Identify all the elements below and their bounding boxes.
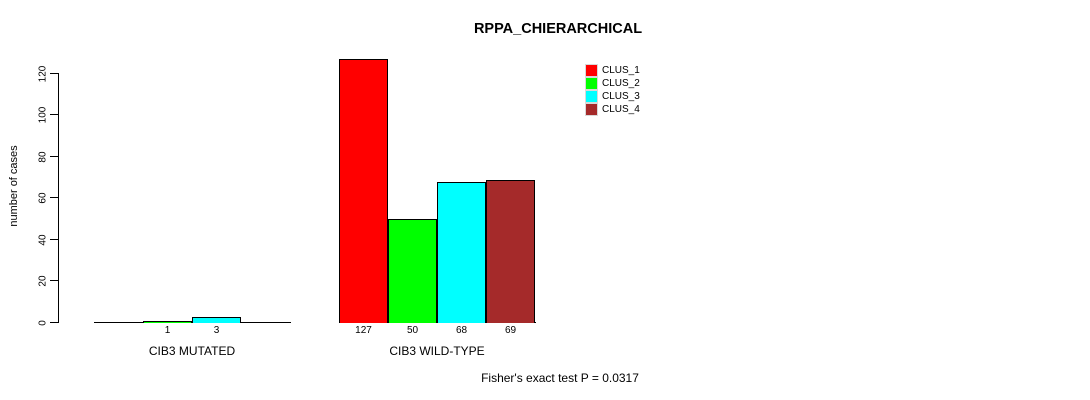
y-tick-label: 120 [37,65,49,82]
legend-item: CLUS_4 [585,103,640,116]
legend-color-swatch [585,103,598,116]
y-tick [50,156,58,157]
y-tick [50,322,58,323]
bar-clus_1-group2 [339,59,388,323]
bar-value-label: 68 [455,325,468,336]
legend-label: CLUS_3 [602,91,640,102]
legend-item: CLUS_3 [585,90,640,103]
bar-clus_3-group1 [192,317,241,323]
legend-color-swatch [585,64,598,77]
bar-clus_2-group1 [143,321,192,323]
y-tick [50,280,58,281]
legend-color-swatch [585,77,598,90]
legend-item: CLUS_1 [585,64,640,77]
y-axis-line [58,73,59,323]
y-tick-label: 60 [37,191,49,204]
legend: CLUS_1 CLUS_2 CLUS_3 CLUS_4 [585,64,640,116]
legend-label: CLUS_4 [602,104,640,115]
legend-item: CLUS_2 [585,77,640,90]
legend-label: CLUS_2 [602,78,640,89]
y-tick-label: 0 [37,319,49,326]
y-tick [50,73,58,74]
x-group-label-wild-type: CIB3 WILD-TYPE [389,344,485,358]
y-tick [50,197,58,198]
bar-value-label: 127 [355,325,372,336]
bar-value-label: 1 [164,325,171,336]
fisher-test-annotation: Fisher's exact test P = 0.0317 [481,371,639,385]
bar-value-label: 50 [406,325,419,336]
y-tick [50,114,58,115]
bar-value-label: 3 [213,325,220,336]
y-tick [50,239,58,240]
y-axis-label: number of cases [8,145,20,227]
chart-title: RPPA_CHIERARCHICAL [473,21,643,37]
bar-clus_4-group2 [486,180,535,323]
legend-label: CLUS_1 [602,65,640,76]
bar-clus_2-group2 [388,219,437,323]
y-tick-label: 40 [37,233,49,246]
y-tick-label: 80 [37,150,49,163]
y-tick-label: 20 [37,274,49,287]
legend-color-swatch [585,90,598,103]
bar-clus_3-group2 [437,182,486,323]
bar-value-label: 69 [504,325,517,336]
x-group-label-mutated: CIB3 MUTATED [148,344,236,358]
y-tick-label: 100 [37,106,49,123]
